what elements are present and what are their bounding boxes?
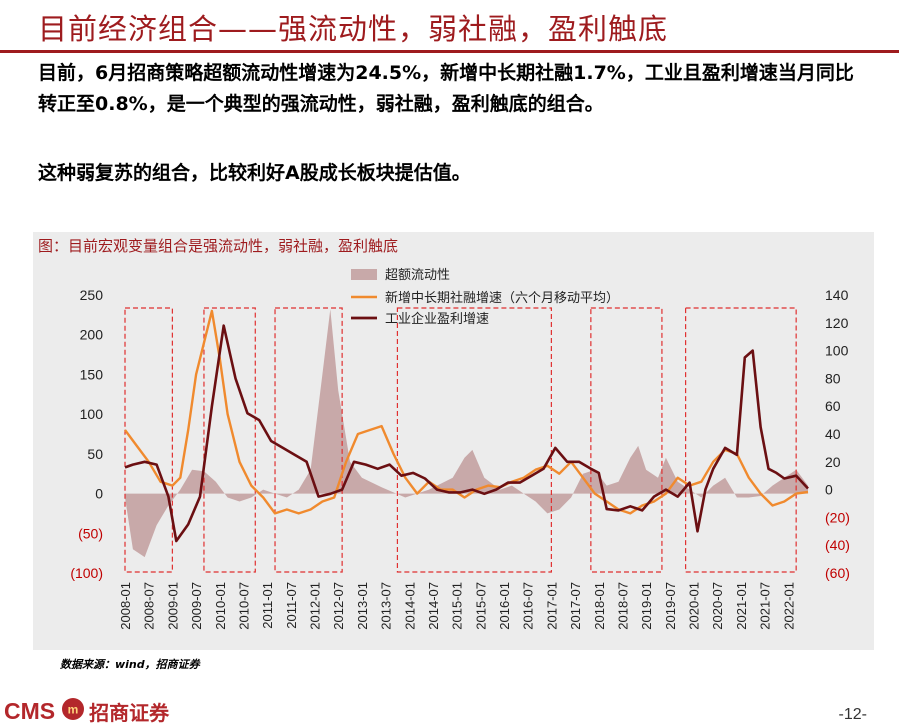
right-axis-tick-label: (40) [825,537,850,553]
left-axis-tick-label: (100) [70,565,103,581]
svg-text:m: m [68,703,79,717]
chart-panel [33,232,874,650]
macro-chart: 250200150100500(50)(100)1401201008060402… [70,268,850,630]
legend-label-industrial-profit: 工业企业盈利增速 [385,311,489,327]
right-axis-tick-label: 60 [825,398,841,414]
right-axis-tick-label: (60) [825,565,850,581]
right-axis-tick-label: 120 [825,315,849,331]
page-number: -12- [838,706,867,723]
x-axis-tick-label: 2009-07 [189,582,204,630]
x-axis-tick-label: 2012-01 [308,582,323,630]
right-axis-tick-label: 140 [825,287,849,303]
x-axis-tick-label: 2018-07 [615,582,630,630]
left-axis-tick-label: 0 [95,486,103,502]
x-axis-tick-label: 2016-01 [497,582,512,630]
legend-label-social-financing: 新增中长期社融增速（六个月移动平均） [385,290,619,306]
x-axis-tick-label: 2019-07 [663,582,678,630]
right-axis-tick-label: 40 [825,426,841,442]
x-axis-tick-label: 2010-07 [236,582,251,630]
left-axis-tick-label: 50 [87,446,103,462]
left-axis-tick-label: 200 [80,327,104,343]
logo-cms-text: CMS [4,697,56,724]
x-axis-tick-label: 2020-07 [710,582,725,630]
slide-title: 目前经济组合——强流动性，弱社融，盈利触底 [38,12,669,46]
highlight-period-box-6 [685,307,797,573]
x-axis-tick-label: 2017-07 [568,582,583,630]
legend-label-excess-liquidity: 超额流动性 [385,268,450,283]
logo-cn-text: 招商证券 [89,700,170,725]
chart-title: 图：目前宏观变量组合是强流动性，弱社融，盈利触底 [38,237,399,255]
logo-mark-icon: m [61,697,85,725]
x-axis-tick-label: 2018-01 [592,582,607,630]
right-axis-tick-label: 100 [825,343,849,359]
highlight-period-box-4 [396,307,552,573]
x-axis-tick-label: 2016-07 [521,582,536,630]
right-axis-tick-label: 80 [825,370,841,386]
summary-paragraph-2: 这种弱复苏的组合，比较利好A股成长板块提估值。 [38,162,471,184]
left-axis-tick-label: 100 [80,406,104,422]
x-axis-tick-label: 2014-01 [402,582,417,630]
left-axis-tick-label: (50) [78,525,103,541]
highlight-period-box-1 [124,307,173,573]
cms-logo: CMS m 招商证券 [4,697,169,725]
series-industrial-profit-line [124,324,809,543]
x-axis-tick-label: 2015-01 [450,582,465,630]
right-axis-tick-label: (20) [825,509,850,525]
x-axis-tick-label: 2011-07 [284,582,299,629]
title-divider [0,50,899,53]
data-source: 数据来源：wind，招商证券 [60,658,200,671]
x-axis-tick-label: 2017-01 [544,582,559,630]
highlight-period-box-2 [203,307,256,573]
x-axis-tick-label: 2010-01 [213,582,228,630]
x-axis-tick-label: 2011-01 [260,582,275,629]
x-axis-tick-label: 2013-01 [355,582,370,630]
x-axis-tick-label: 2013-07 [379,582,394,630]
x-axis-tick-label: 2008-07 [142,582,157,630]
x-axis-tick-label: 2015-07 [473,582,488,630]
right-axis-tick-label: 20 [825,454,841,470]
x-axis-tick-label: 2014-07 [426,582,441,630]
x-axis-tick-label: 2021-07 [758,582,773,630]
x-axis-tick-label: 2020-01 [687,582,702,630]
right-axis-tick-label: 0 [825,482,833,498]
x-axis-tick-label: 2022-01 [781,582,796,630]
x-axis-tick-label: 2019-01 [639,582,654,630]
legend-swatch-excess-liquidity [351,269,377,280]
left-axis-tick-label: 150 [80,366,104,382]
x-axis-tick-label: 2012-07 [331,582,346,630]
highlight-period-box-5 [590,307,663,573]
summary-paragraph-1: 目前，6月招商策略超额流动性增速为24.5%，新增中长期社融1.7%，工业且盈利… [38,62,854,115]
x-axis-tick-label: 2009-01 [165,582,180,630]
highlight-period-box-3 [274,307,343,573]
x-axis-tick-label: 2008-01 [118,582,133,630]
left-axis-tick-label: 250 [80,287,104,303]
x-axis-tick-label: 2021-01 [734,582,749,630]
